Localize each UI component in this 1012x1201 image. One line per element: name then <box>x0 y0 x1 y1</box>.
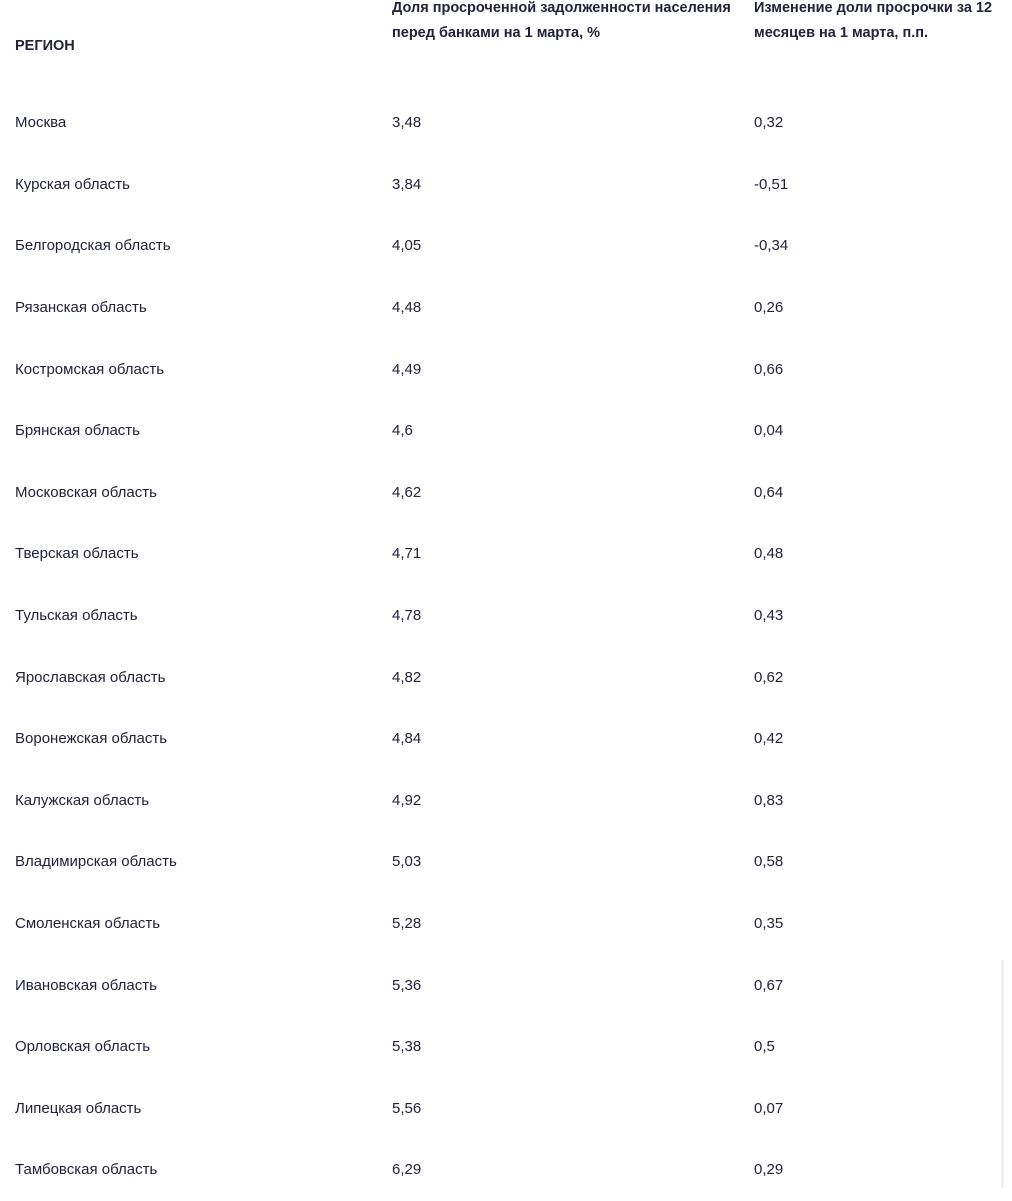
table-row: Ивановская область 5,36 0,67 <box>0 954 1000 1016</box>
cell-region: Тульская область <box>15 607 138 625</box>
cell-region: Владимирская область <box>15 853 177 871</box>
cell-share-change: -0,34 <box>754 237 789 255</box>
cell-overdue-share: 5,56 <box>392 1099 422 1117</box>
cell-share-change: 0,04 <box>754 422 784 440</box>
cell-share-change: 0,67 <box>754 976 784 994</box>
header-overdue-share-text: Доля просроченной задолженности населени… <box>392 0 731 41</box>
cell-overdue-share: 4,84 <box>392 730 422 748</box>
table-row: Тамбовская область 6,29 0,29 <box>0 1139 1000 1201</box>
cell-overdue-share: 5,38 <box>392 1038 422 1056</box>
scrollbar[interactable] <box>1001 960 1004 1188</box>
cell-share-change: 0,48 <box>754 545 784 563</box>
cell-share-change: 0,83 <box>754 791 784 809</box>
table-row: Орловская область 5,38 0,5 <box>0 1016 1000 1078</box>
cell-overdue-share: 4,6 <box>392 422 413 440</box>
cell-overdue-share: 4,48 <box>392 299 422 317</box>
cell-share-change: 0,07 <box>754 1099 784 1117</box>
header-overdue-share: Доля просроченной задолженности населени… <box>392 0 754 92</box>
cell-region: Рязанская область <box>15 299 147 317</box>
table-row: Тверская область 4,71 0,48 <box>0 523 1000 585</box>
cell-overdue-share: 3,48 <box>392 114 422 132</box>
table-row: Костромская область 4,49 0,66 <box>0 338 1000 400</box>
cell-share-change: 0,64 <box>754 483 784 501</box>
header-share-change-text: Изменение доли просрочки за 12 месяцев н… <box>754 0 993 41</box>
cell-region: Смоленская область <box>15 915 161 933</box>
cell-overdue-share: 5,03 <box>392 853 422 871</box>
table-row: Московская область 4,62 0,64 <box>0 462 1000 524</box>
cell-region: Тверская область <box>15 545 139 563</box>
cell-overdue-share: 4,78 <box>392 607 422 625</box>
table-row: Москва 3,48 0,32 <box>0 92 1000 154</box>
cell-region: Калужская область <box>15 791 150 809</box>
cell-overdue-share: 4,49 <box>392 360 422 378</box>
cell-overdue-share: 4,71 <box>392 545 422 563</box>
header-region: РЕГИОН <box>15 37 75 54</box>
cell-region: Московская область <box>15 483 157 501</box>
table-row: Владимирская область 5,03 0,58 <box>0 831 1000 893</box>
cell-region: Тамбовская область <box>15 1161 158 1179</box>
cell-share-change: 0,58 <box>754 853 784 871</box>
table-row: Калужская область 4,92 0,83 <box>0 770 1000 832</box>
cell-region: Орловская область <box>15 1038 151 1056</box>
cell-region: Ивановская область <box>15 976 157 994</box>
cell-overdue-share: 3,84 <box>392 175 422 193</box>
cell-region: Ярославская область <box>15 668 166 686</box>
cell-overdue-share: 4,05 <box>392 237 422 255</box>
cell-region: Брянская область <box>15 422 140 440</box>
table-row: Брянская область 4,6 0,04 <box>0 400 1000 462</box>
table-row: Липецкая область 5,56 0,07 <box>0 1078 1000 1140</box>
table-header-row: РЕГИОН Доля просроченной задолженности н… <box>0 0 1000 92</box>
cell-region: Москва <box>15 114 67 132</box>
table-row: Ярославская область 4,82 0,62 <box>0 646 1000 708</box>
table-row: Курская область 3,84 -0,51 <box>0 154 1000 216</box>
cell-region: Воронежская область <box>15 730 168 748</box>
cell-overdue-share: 6,29 <box>392 1161 422 1179</box>
cell-overdue-share: 5,36 <box>392 976 422 994</box>
cell-overdue-share: 4,82 <box>392 668 422 686</box>
cell-share-change: 0,32 <box>754 114 784 132</box>
table-row: Воронежская область 4,84 0,42 <box>0 708 1000 770</box>
cell-overdue-share: 4,62 <box>392 483 422 501</box>
table-row: Тульская область 4,78 0,43 <box>0 585 1000 647</box>
table-row: Белгородская область 4,05 -0,34 <box>0 215 1000 277</box>
table-body: Москва 3,48 0,32 Курская область 3,84 -0,51 Бе… <box>0 92 1000 1201</box>
cell-region: Белгородская область <box>15 237 171 255</box>
cell-share-change: 0,66 <box>754 360 784 378</box>
cell-region: Костромская область <box>15 360 165 378</box>
cell-share-change: 0,35 <box>754 915 784 933</box>
cell-region: Курская область <box>15 175 130 193</box>
table-row: Рязанская область 4,48 0,26 <box>0 277 1000 339</box>
cell-share-change: 0,29 <box>754 1161 784 1179</box>
cell-share-change: 0,5 <box>754 1038 775 1056</box>
cell-share-change: 0,42 <box>754 730 784 748</box>
cell-overdue-share: 5,28 <box>392 915 422 933</box>
cell-share-change: -0,51 <box>754 175 789 193</box>
cell-share-change: 0,26 <box>754 299 784 317</box>
cell-share-change: 0,43 <box>754 607 784 625</box>
cell-share-change: 0,62 <box>754 668 784 686</box>
cell-overdue-share: 4,92 <box>392 791 422 809</box>
header-share-change: Изменение доли просрочки за 12 месяцев н… <box>754 0 1000 92</box>
cell-region: Липецкая область <box>15 1099 142 1117</box>
table-row: Смоленская область 5,28 0,35 <box>0 893 1000 955</box>
